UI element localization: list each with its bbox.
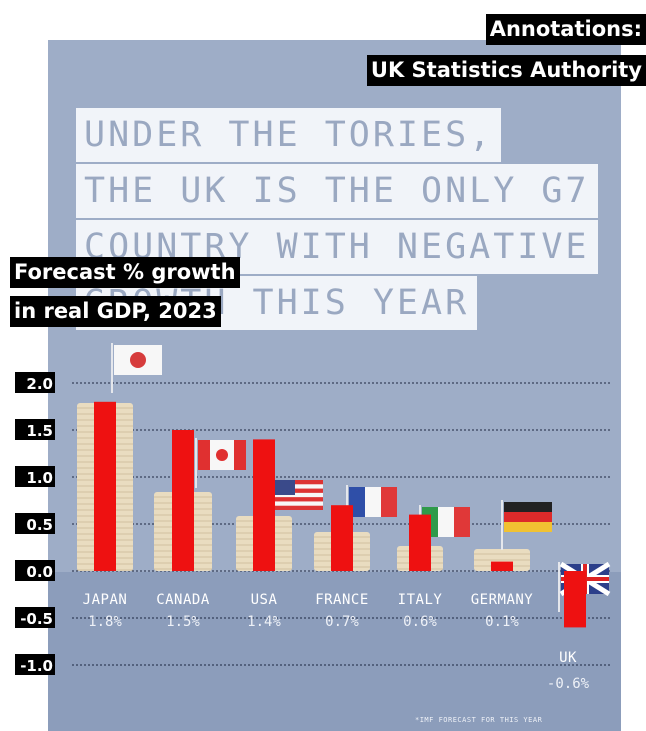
category-label: USA	[251, 592, 278, 608]
y-tick-label-bg	[15, 372, 55, 393]
flag-cloth	[114, 345, 162, 375]
footnote: *IMF FORECAST FOR THIS YEAR	[415, 716, 543, 724]
bar-italy	[409, 514, 431, 571]
france-flag-icon	[346, 485, 397, 535]
flag-cloth	[198, 440, 246, 470]
y-tick-label-bg	[15, 466, 55, 487]
bar-usa	[253, 439, 275, 571]
bar-uk	[564, 571, 586, 628]
value-label: 0.1%	[485, 614, 519, 630]
bar-france	[331, 505, 353, 571]
chart-label-line1: Forecast % growth	[10, 257, 240, 288]
headline-line: THE UK IS THE ONLY G7	[76, 164, 598, 218]
germany-flag-icon	[501, 500, 552, 550]
bar-japan	[94, 401, 116, 571]
flag-cloth	[275, 480, 323, 510]
category-label: FRANCE	[315, 592, 369, 608]
flag-cloth	[504, 502, 552, 532]
y-tick-label-bg	[15, 607, 55, 628]
annotation-source: UK Statistics Authority	[366, 55, 646, 86]
y-tick-label-bg	[15, 560, 55, 581]
value-label: 1.4%	[247, 614, 281, 630]
y-tick-label: 0.0	[26, 563, 53, 581]
y-tick-label: -1.0	[20, 657, 53, 675]
headline-line: UNDER THE TORIES,	[76, 108, 502, 162]
category-label: UK	[559, 650, 577, 666]
japan-flag-icon	[111, 343, 162, 393]
value-label: -0.6%	[547, 676, 590, 692]
bar-germany	[491, 561, 513, 571]
y-tick-label: -0.5	[20, 610, 53, 628]
y-tick-label: 2.0	[26, 375, 53, 393]
category-label: CANADA	[156, 592, 210, 608]
canada-flag-icon	[195, 438, 246, 488]
y-tick-label-bg	[15, 419, 55, 440]
y-tick-label-bg	[15, 654, 55, 675]
value-label: 0.7%	[325, 614, 359, 630]
category-label: ITALY	[398, 592, 443, 608]
chart-label-line2: in real GDP, 2023	[10, 296, 221, 327]
y-tick-label: 0.5	[26, 516, 53, 534]
value-label: 0.6%	[403, 614, 437, 630]
category-label: GERMANY	[471, 592, 534, 608]
y-tick-label-bg	[15, 513, 55, 534]
y-tick-label: 1.5	[26, 422, 53, 440]
negative-zone-band	[48, 572, 621, 731]
annotations-title: Annotations:	[485, 14, 646, 45]
value-label: 1.5%	[166, 614, 200, 630]
y-tick-label: 1.0	[26, 469, 53, 487]
flag-cloth	[349, 487, 397, 517]
category-label: JAPAN	[83, 592, 128, 608]
bar-canada	[172, 430, 194, 571]
value-label: 1.8%	[88, 614, 122, 630]
